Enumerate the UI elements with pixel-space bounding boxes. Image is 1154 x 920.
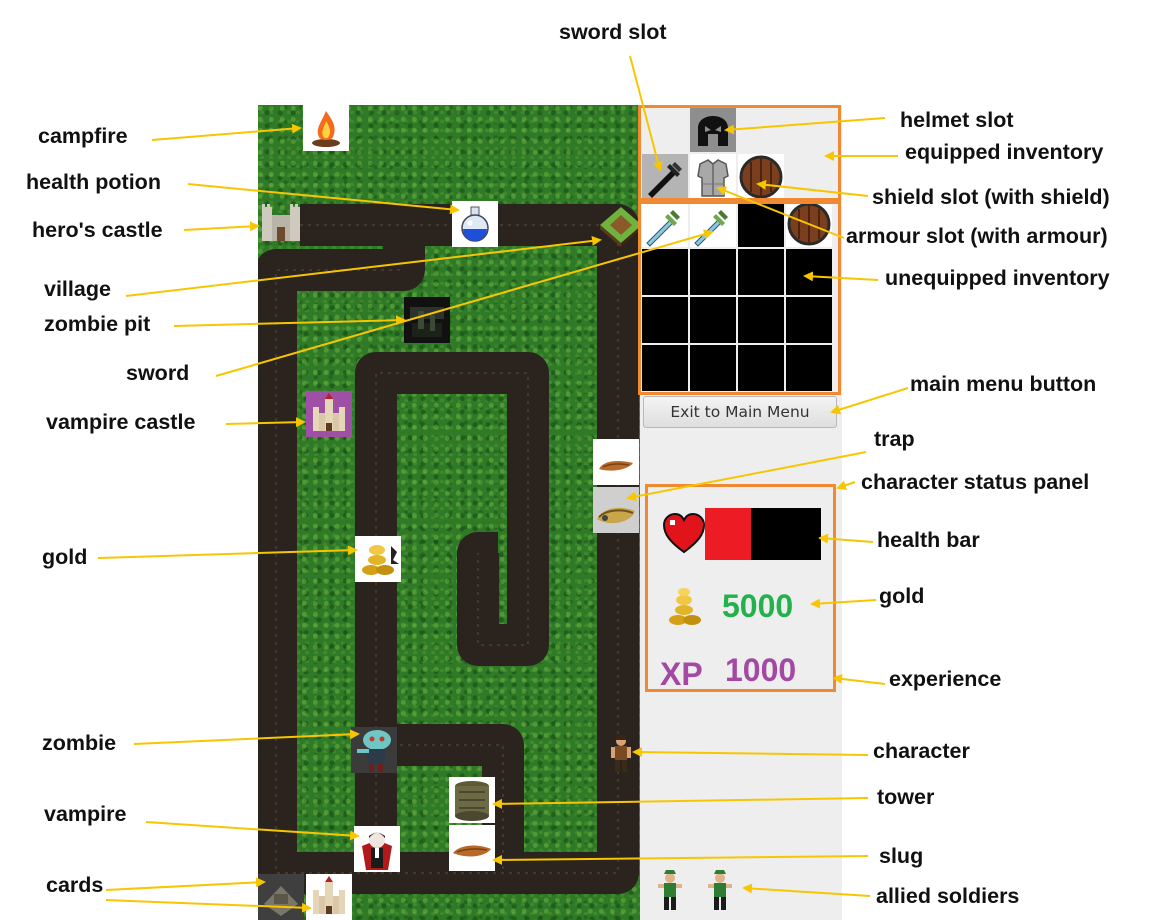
tower-tile[interactable] — [449, 777, 495, 823]
label-slug: slug — [879, 844, 924, 868]
campfire-tile[interactable] — [303, 105, 349, 151]
equipped-inventory-box — [638, 105, 841, 201]
label-vampire-castle: vampire castle — [46, 410, 196, 434]
inventory-slot-empty[interactable] — [786, 297, 832, 343]
character-tile[interactable] — [598, 731, 640, 777]
trap-tile-2[interactable] — [593, 487, 639, 533]
inventory-slot-empty[interactable] — [738, 297, 784, 343]
vampire-castle-card-icon — [313, 876, 345, 914]
vampire-tile[interactable] — [354, 826, 400, 872]
label-unequipped-inventory: unequipped inventory — [885, 266, 1110, 290]
label-zombie: zombie — [42, 731, 117, 755]
trap-icon — [599, 461, 633, 471]
label-tower: tower — [877, 785, 935, 809]
label-shield-slot: shield slot (with shield) — [872, 185, 1110, 209]
game-map[interactable] — [258, 105, 640, 920]
trap-tile[interactable] — [593, 439, 639, 485]
inventory-slot-empty[interactable] — [738, 249, 784, 295]
label-experience: experience — [889, 667, 1002, 691]
zombie-icon — [357, 730, 391, 772]
label-armour-slot: armour slot (with armour) — [846, 224, 1108, 248]
village-icon — [600, 207, 640, 247]
label-health-bar: health bar — [877, 528, 980, 552]
health-potion-tile[interactable] — [452, 201, 498, 247]
label-vampire: vampire — [44, 802, 127, 826]
sword-icon — [648, 162, 682, 198]
label-cards: cards — [46, 873, 104, 897]
trap-icon — [597, 507, 635, 524]
label-character: character — [873, 739, 970, 763]
label-sword: sword — [126, 361, 190, 385]
label-health-potion: health potion — [26, 170, 161, 194]
health-bar-fill — [705, 508, 752, 560]
label-helmet-slot: helmet slot — [900, 108, 1014, 132]
label-gold-right: gold — [879, 584, 925, 608]
character-icon — [611, 735, 631, 772]
card-slot-1[interactable] — [258, 874, 304, 920]
vampire-castle-icon — [306, 391, 352, 437]
unequipped-inventory-box — [638, 201, 841, 395]
label-character-status-panel: character status panel — [861, 470, 1090, 494]
heart-icon — [662, 512, 706, 554]
vampire-icon — [362, 832, 392, 870]
label-trap: trap — [874, 427, 915, 451]
allied-soldier-icon — [658, 870, 682, 910]
heros-castle-tile[interactable] — [258, 199, 304, 245]
health-bar — [705, 508, 821, 560]
slug-tile[interactable] — [449, 825, 495, 871]
potion-icon — [461, 206, 489, 242]
label-allied-soldiers: allied soldiers — [876, 884, 1020, 908]
zombie-tile[interactable] — [351, 727, 397, 773]
allied-soldier-icon — [708, 870, 732, 910]
zombie-pit-card-icon — [258, 874, 304, 920]
label-zombie-pit: zombie pit — [44, 312, 151, 336]
label-equipped-inventory: equipped inventory — [905, 140, 1104, 164]
castle-icon — [262, 204, 300, 241]
zombie-pit-icon — [404, 297, 450, 343]
inventory-slot-empty[interactable] — [786, 345, 832, 391]
inventory-slot-empty[interactable] — [738, 345, 784, 391]
xp-label: XP — [660, 656, 703, 692]
gold-tile[interactable] — [355, 536, 401, 582]
campfire-icon — [312, 111, 340, 147]
label-main-menu-button: main menu button — [910, 372, 1097, 396]
helmet-slot[interactable] — [690, 106, 736, 152]
gold-value: 5000 — [722, 588, 794, 624]
gold-icon — [362, 545, 399, 575]
armour-slot[interactable] — [690, 154, 736, 200]
label-gold-left: gold — [42, 545, 88, 569]
label-village: village — [44, 277, 111, 301]
vampire-castle-tile[interactable] — [306, 391, 352, 437]
xp-value: 1000 — [725, 652, 797, 688]
card-slot-2[interactable] — [306, 874, 352, 920]
gold-icon — [669, 588, 701, 625]
tower-icon — [455, 781, 489, 821]
exit-to-main-menu-button[interactable]: Exit to Main Menu — [643, 396, 837, 428]
label-heros-castle: hero's castle — [32, 218, 163, 242]
label-sword-slot: sword slot — [559, 20, 667, 44]
label-campfire: campfire — [38, 124, 128, 148]
zombie-pit-tile[interactable] — [404, 297, 450, 343]
helmet-icon — [698, 116, 728, 146]
slug-icon — [453, 845, 491, 857]
village-tile[interactable] — [598, 203, 640, 249]
